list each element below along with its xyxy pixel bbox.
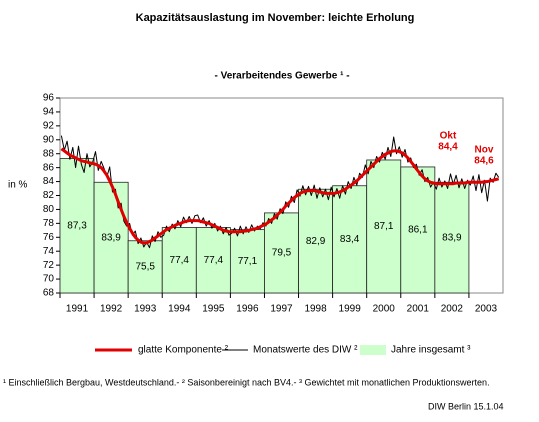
bar-label: 77,4 — [170, 255, 190, 266]
y-tick-label: 82 — [43, 190, 55, 201]
bar — [400, 166, 436, 294]
bar-label: 86,1 — [408, 225, 428, 236]
x-tick-label: 1994 — [168, 304, 191, 315]
source: DIW Berlin 15.1.04 — [428, 401, 504, 411]
annotation: 84,6 — [474, 156, 494, 167]
bar-label: 79,5 — [272, 248, 292, 259]
bar-label: 83,9 — [101, 232, 121, 243]
footnote: ¹ Einschließlich Bergbau, Westdeutschlan… — [3, 377, 490, 387]
annotation: 84,4 — [438, 142, 458, 153]
bar-label: 83,4 — [340, 234, 360, 245]
y-tick-label: 80 — [43, 204, 55, 215]
y-tick-label: 94 — [43, 107, 55, 118]
bar-label: 83,9 — [442, 232, 462, 243]
legend-label: Jahre insgesamt ³ — [391, 345, 471, 356]
x-tick-label: 1996 — [236, 304, 259, 315]
x-tick-label: 2002 — [441, 304, 464, 315]
legend-label: glatte Komponente ² — [138, 345, 229, 356]
bar — [298, 188, 334, 294]
bar — [264, 212, 299, 294]
x-tick-label: 1995 — [202, 304, 225, 315]
x-tick-label: 1999 — [339, 304, 362, 315]
y-tick-label: 90 — [43, 134, 55, 145]
bar-label: 77,1 — [238, 256, 258, 267]
y-tick-label: 92 — [43, 120, 55, 131]
bar-label: 87,3 — [67, 220, 87, 231]
x-tick-label: 2000 — [373, 304, 396, 315]
annotation: Nov — [475, 145, 494, 156]
y-tick-label: 78 — [43, 218, 55, 229]
y-axis-label: in % — [8, 180, 28, 191]
y-tick-label: 88 — [43, 148, 55, 159]
bar-label: 77,4 — [204, 255, 224, 266]
bar-label: 75,5 — [135, 262, 155, 273]
x-tick-label: 1998 — [304, 304, 327, 315]
bar — [59, 158, 95, 294]
x-tick-label: 1997 — [270, 304, 293, 315]
bar — [229, 229, 265, 294]
y-tick-label: 96 — [43, 93, 55, 104]
y-tick-label: 72 — [43, 260, 55, 271]
y-tick-label: 70 — [43, 274, 55, 285]
legend-label: Monatswerte des DIW ² — [253, 345, 358, 356]
bar-label: 82,9 — [306, 236, 326, 247]
chart-title: Kapazitätsauslastung im November: leicht… — [136, 12, 415, 24]
x-tick-label: 1993 — [134, 304, 157, 315]
annotation: Okt — [440, 131, 457, 142]
bar — [161, 227, 197, 294]
bar-label: 87,1 — [374, 221, 394, 232]
bar — [434, 181, 470, 294]
x-tick-label: 2003 — [475, 304, 498, 315]
legend-swatch — [360, 345, 386, 355]
y-tick-label: 86 — [43, 162, 55, 173]
bar — [195, 227, 231, 294]
y-tick-label: 74 — [43, 246, 55, 257]
y-tick-label: 84 — [43, 176, 55, 187]
bar — [332, 185, 368, 294]
y-tick-label: 76 — [43, 232, 55, 243]
x-tick-label: 2001 — [407, 304, 430, 315]
x-tick-label: 1992 — [100, 304, 123, 315]
series-line — [60, 147, 500, 245]
x-tick-label: 1991 — [66, 304, 89, 315]
y-tick-label: 68 — [43, 288, 55, 299]
chart-subtitle: - Verarbeitendes Gewerbe ¹ - — [214, 71, 349, 82]
